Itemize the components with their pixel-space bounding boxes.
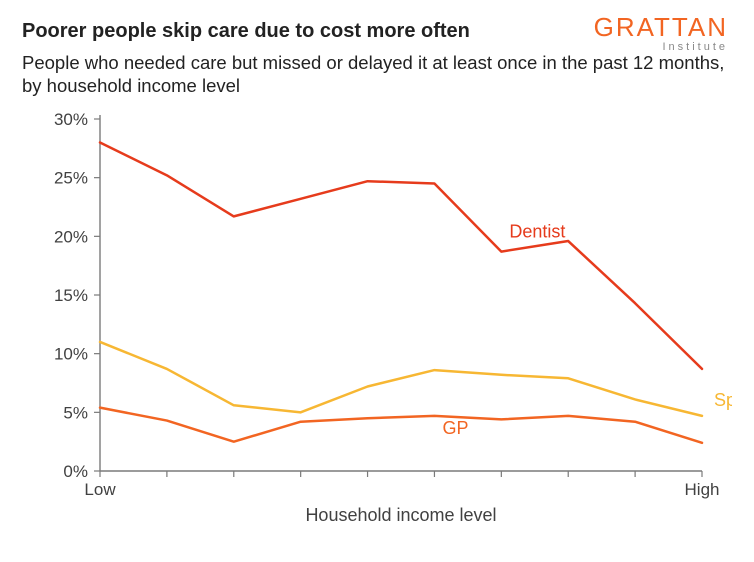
y-tick-label: 0% <box>63 462 88 481</box>
y-tick-label: 5% <box>63 404 88 423</box>
page-root: GRATTAN Institute Poorer people skip car… <box>0 0 754 562</box>
series-dentist <box>100 143 702 369</box>
series-gp <box>100 408 702 443</box>
chart-subtitle: People who needed care but missed or del… <box>22 51 732 97</box>
series-label-gp: GP <box>442 418 468 438</box>
chart-title: Poorer people skip care due to cost more… <box>22 20 582 43</box>
x-axis-label: Household income level <box>305 505 496 525</box>
chart-container: 0% 5% 10% 15% 20% 25% 30% Low High Household inco… <box>22 103 732 523</box>
y-tick-label: 15% <box>54 286 88 305</box>
y-tick-label: 25% <box>54 169 88 188</box>
brand-name: GRATTAN <box>594 14 728 40</box>
y-tick-label: 30% <box>54 110 88 129</box>
series-label-specialist: Specialist <box>714 390 732 410</box>
y-tick-label: 20% <box>54 228 88 247</box>
series-specialist <box>100 342 702 416</box>
brand-sub: Institute <box>594 42 728 53</box>
brand-logo: GRATTAN Institute <box>594 14 728 53</box>
line-chart: 0% 5% 10% 15% 20% 25% 30% Low High Household inco… <box>22 103 732 533</box>
series-label-dentist: Dentist <box>509 222 565 242</box>
x-tick-label-first: Low <box>84 480 116 499</box>
x-tick-label-last: High <box>685 480 720 499</box>
y-tick-label: 10% <box>54 345 88 364</box>
